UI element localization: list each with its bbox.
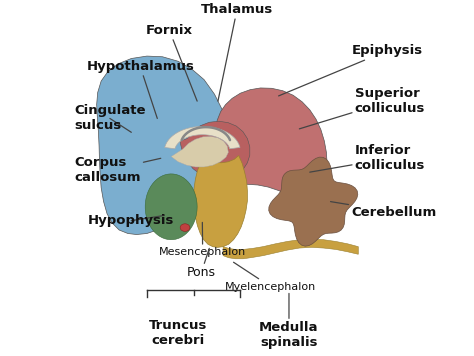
- Text: Corpus
callosum: Corpus callosum: [74, 156, 161, 184]
- Text: Medulla
spinalis: Medulla spinalis: [259, 293, 319, 349]
- Text: Cingulate
sulcus: Cingulate sulcus: [74, 104, 146, 132]
- Text: Truncus
cerebri: Truncus cerebri: [149, 319, 207, 347]
- Polygon shape: [180, 121, 250, 179]
- Ellipse shape: [180, 224, 190, 231]
- Polygon shape: [216, 88, 327, 200]
- Polygon shape: [223, 239, 358, 259]
- Text: Superior
colliculus: Superior colliculus: [300, 87, 425, 129]
- Text: Hypothalamus: Hypothalamus: [86, 60, 194, 119]
- Text: Cerebellum: Cerebellum: [330, 201, 437, 219]
- Text: Epiphysis: Epiphysis: [279, 44, 422, 96]
- Text: Inferior
colliculus: Inferior colliculus: [310, 144, 425, 172]
- Text: Myelencephalon: Myelencephalon: [225, 262, 316, 292]
- Polygon shape: [269, 157, 358, 246]
- Text: Hypophysis: Hypophysis: [88, 214, 174, 227]
- Text: Pons: Pons: [187, 248, 216, 279]
- Polygon shape: [192, 155, 247, 247]
- Text: Thalamus: Thalamus: [201, 3, 273, 101]
- Text: Fornix: Fornix: [146, 24, 197, 101]
- Polygon shape: [97, 56, 237, 235]
- Polygon shape: [171, 136, 228, 167]
- Text: Mesencephalon: Mesencephalon: [159, 222, 246, 257]
- Polygon shape: [164, 126, 240, 149]
- Polygon shape: [145, 174, 197, 240]
